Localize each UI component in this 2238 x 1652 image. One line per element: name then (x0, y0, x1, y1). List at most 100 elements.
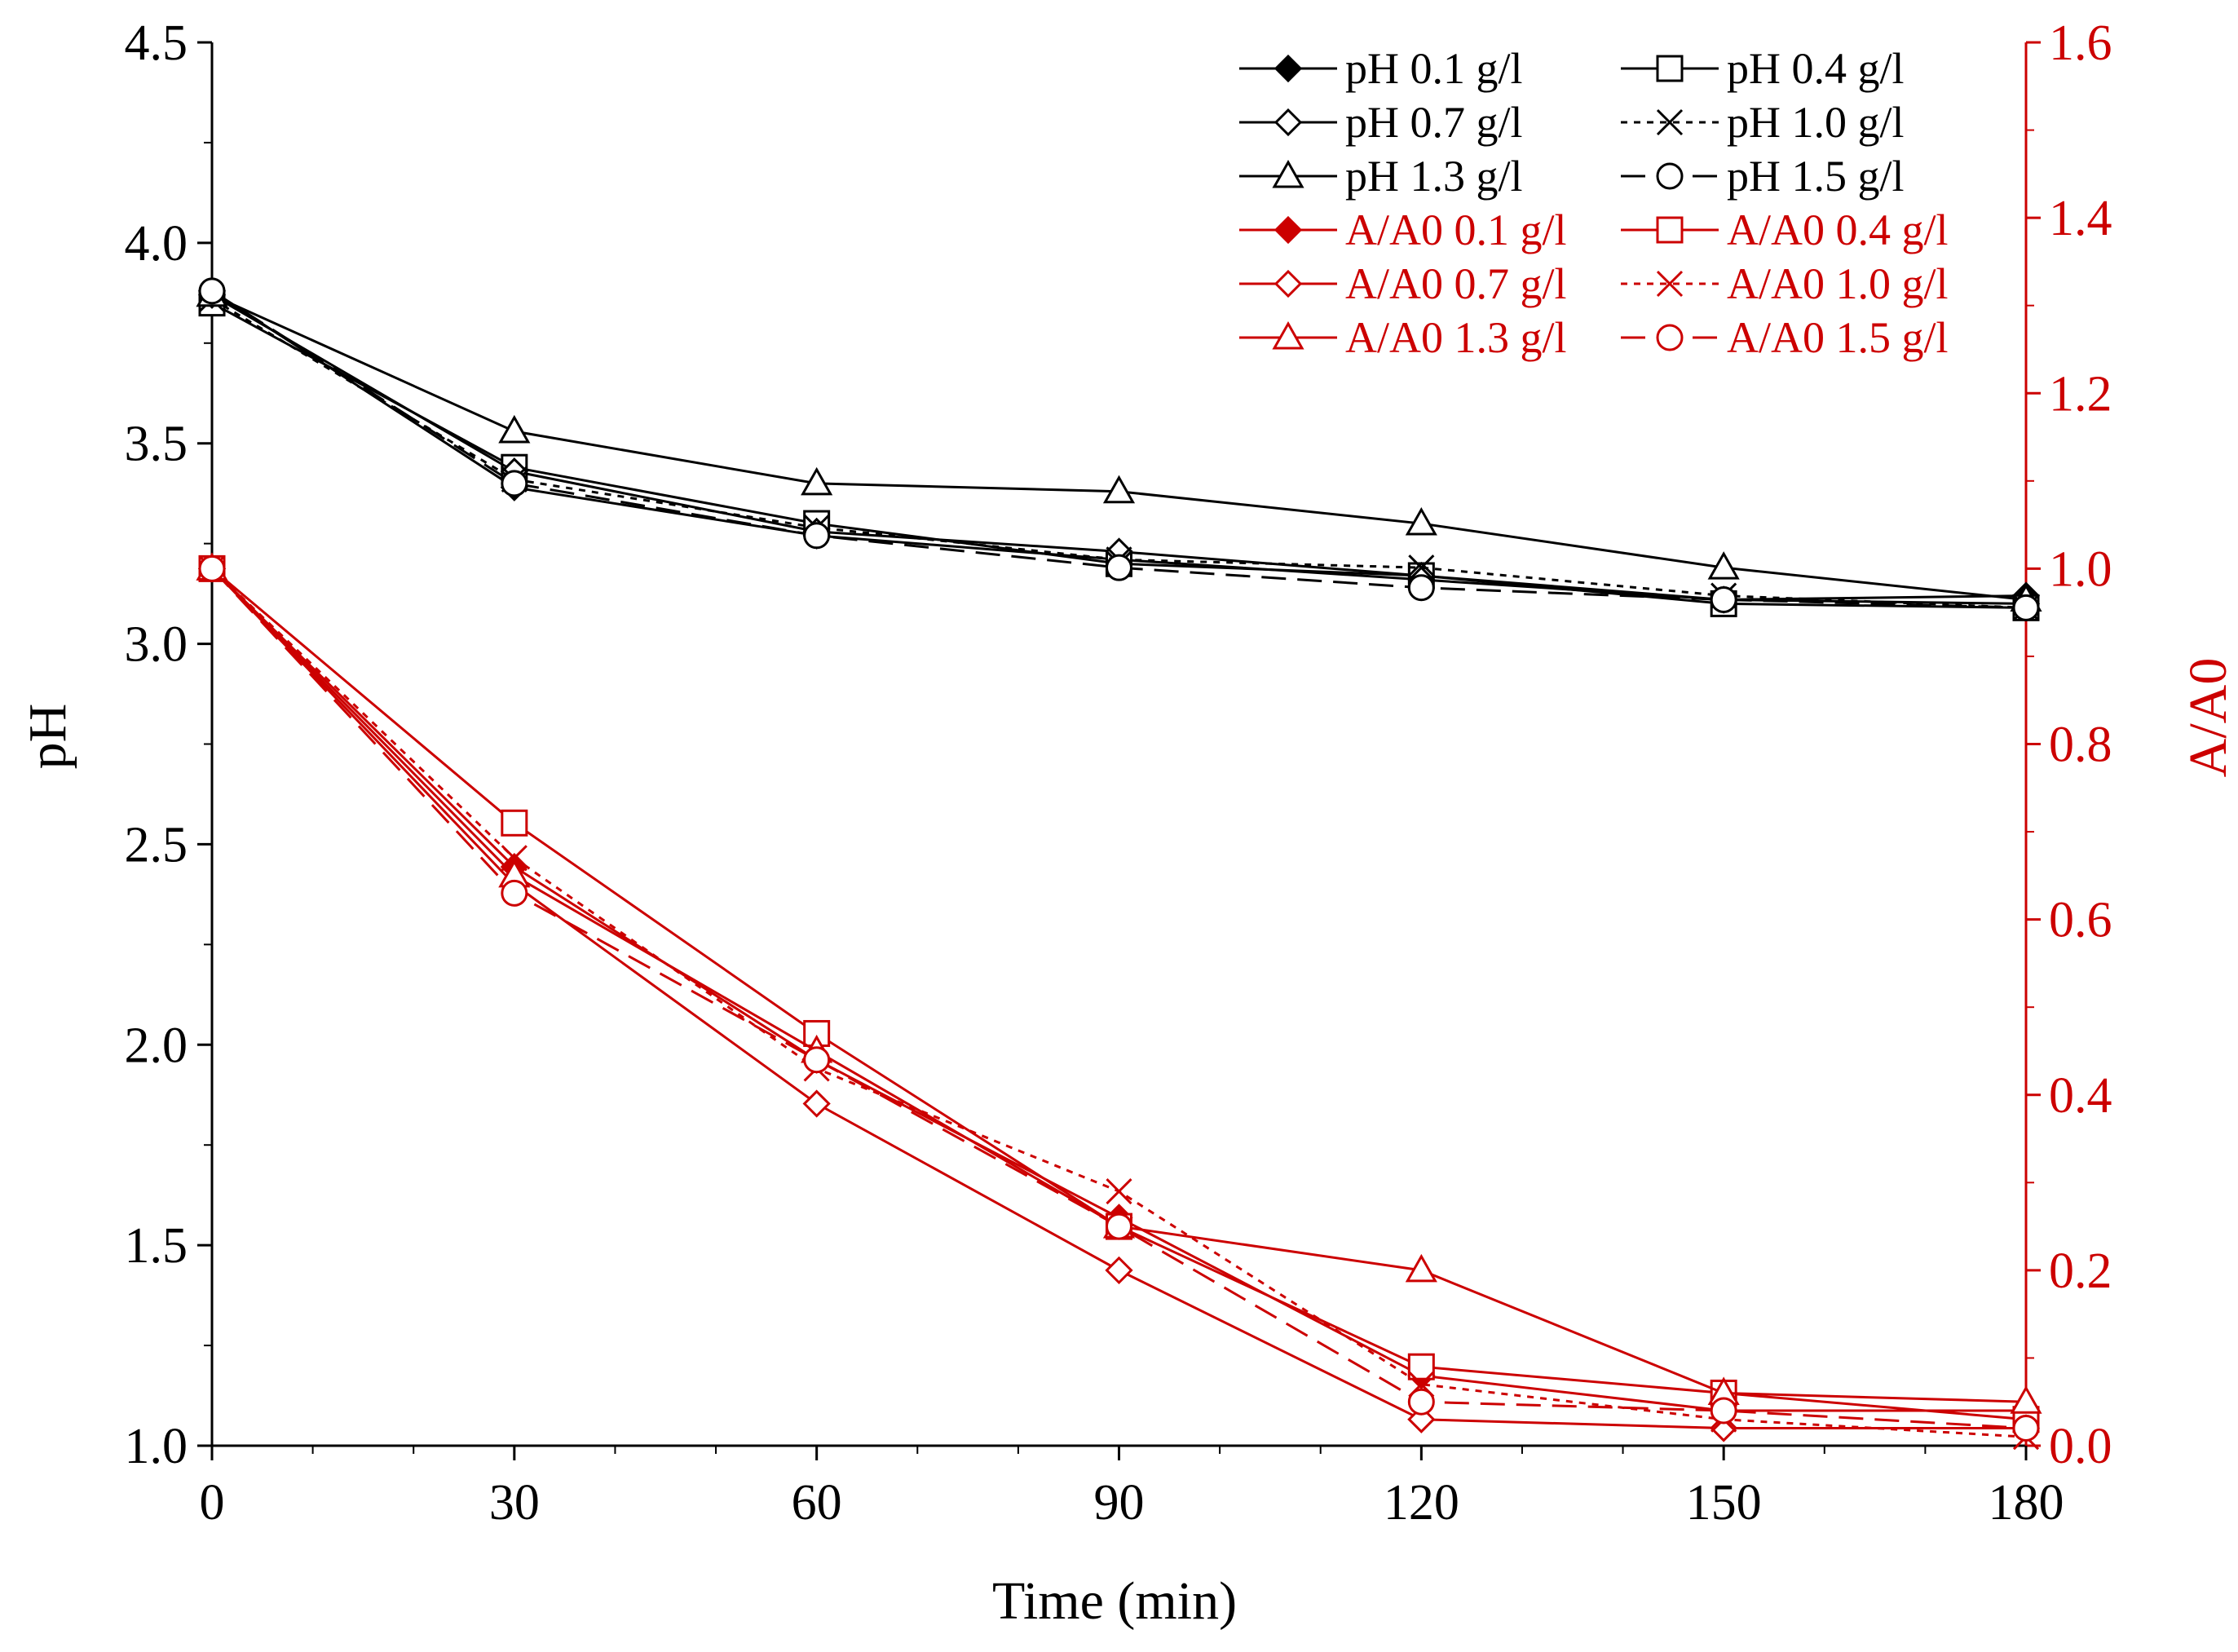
x-tick-label: 0 (200, 1475, 225, 1531)
data-point (1405, 1253, 1437, 1283)
y-tick-label: 2.5 (125, 817, 188, 872)
y2-tick-label: 0.2 (2049, 1243, 2112, 1299)
data-point (1405, 507, 1437, 536)
series-a-a0-1-5-g-l (198, 554, 2040, 1442)
legend-marker (1273, 215, 1303, 245)
series-line (210, 568, 2026, 1412)
y2-axis-label: A/A0 (2178, 658, 2238, 778)
data-point (1102, 475, 1136, 504)
legend-label: A/A0 1.0 g/l (1727, 259, 1949, 308)
y-tick-label: 1.5 (125, 1218, 188, 1274)
legend-label: A/A0 0.7 g/l (1345, 259, 1567, 308)
series-line (210, 568, 2027, 1429)
legend-item: pH 0.4 g/l (1621, 44, 1905, 93)
legend-marker (1656, 108, 1684, 136)
legend-item: A/A0 0.1 g/l (1239, 205, 1567, 254)
legend-label: A/A0 0.4 g/l (1727, 205, 1949, 254)
legend-item: A/A0 0.7 g/l (1239, 259, 1567, 308)
y-tick-label: 4.5 (125, 15, 188, 71)
legend-marker (1656, 162, 1684, 190)
series-a-a0-0-7-g-l (197, 554, 2041, 1442)
data-point (501, 809, 528, 837)
data-point (1407, 574, 1435, 602)
y2-tick-label: 0.4 (2049, 1068, 2112, 1124)
legend-label: pH 0.4 g/l (1727, 44, 1905, 93)
legend-label: A/A0 1.5 g/l (1727, 313, 1949, 362)
legend-label: A/A0 0.1 g/l (1345, 205, 1567, 254)
data-point (498, 414, 531, 444)
legend-marker (1273, 108, 1303, 137)
data-point (1407, 1388, 1435, 1416)
legend-marker (1656, 216, 1684, 244)
legend: pH 0.1 g/l pH 0.4 g/l pH 0.7 g/l pH 1.0 g/l… (1239, 44, 1949, 362)
series-line (210, 568, 2026, 1429)
legend-marker (1656, 270, 1684, 298)
axes-layer: 1.0 1.5 2.0 2.5 3.0 3.5 4.0 4.5 0.0 0.2 0.4 0.6 0.8 1… (125, 15, 2112, 1531)
legend-item: pH 1.3 g/l (1239, 152, 1523, 201)
legend-label: pH 1.5 g/l (1727, 152, 1905, 201)
legend-marker (1273, 269, 1303, 298)
data-point (1710, 585, 1737, 613)
y-tick-label: 3.0 (125, 617, 188, 673)
data-point (1707, 551, 1740, 580)
legend-label: pH 1.0 g/l (1727, 98, 1905, 147)
y2-tick-label: 1.4 (2049, 191, 2112, 246)
legend-item: pH 0.1 g/l (1239, 44, 1523, 93)
y-tick-label: 3.5 (125, 417, 188, 472)
data-point (501, 470, 528, 497)
series-ph-1-5-g-l (198, 277, 2040, 621)
data-point (1710, 1397, 1737, 1425)
data-point (1106, 554, 1132, 581)
data-point (2010, 1385, 2042, 1414)
legend-item: pH 1.0 g/l (1621, 98, 1905, 147)
data-point (1105, 1256, 1133, 1284)
series-a-a0-0-1-g-l (197, 554, 2041, 1425)
data-point (2012, 1414, 2040, 1442)
data-point (1106, 1178, 1132, 1205)
y-tick-label: 4.0 (125, 216, 188, 272)
legend-label: pH 0.7 g/l (1345, 98, 1523, 147)
y2-tick-label: 0.8 (2049, 718, 2112, 773)
legend-label: pH 1.3 g/l (1345, 152, 1523, 201)
legend-item: pH 1.5 g/l (1621, 152, 1905, 201)
y2-tick-label: 0.6 (2049, 893, 2112, 948)
y2-tick-label: 0.0 (2049, 1419, 2112, 1474)
x-tick-label: 30 (489, 1475, 540, 1531)
legend-marker (1273, 54, 1303, 83)
data-point (803, 522, 831, 550)
series-a-a0-0-4-g-l (198, 554, 2040, 1433)
series-line (210, 568, 2027, 1438)
data-point (198, 554, 226, 582)
y2-tick-label: 1.2 (2049, 366, 2112, 422)
legend-item: A/A0 1.3 g/l (1239, 313, 1567, 362)
y-tick-label: 2.0 (125, 1018, 188, 1073)
legend-item: A/A0 1.0 g/l (1621, 259, 1949, 308)
series-layer (196, 276, 2042, 1451)
y-axis-label: pH (18, 704, 77, 770)
legend-item: pH 0.7 g/l (1239, 98, 1523, 147)
legend-marker (1656, 55, 1684, 82)
legend-marker (1272, 159, 1304, 188)
y-tick-label: 1.0 (125, 1419, 188, 1474)
x-tick-label: 120 (1384, 1475, 1459, 1531)
data-point (803, 1046, 831, 1074)
y2-tick-label: 1.6 (2049, 15, 2112, 71)
x-tick-label: 60 (792, 1475, 842, 1531)
legend-label: A/A0 1.3 g/l (1345, 313, 1567, 362)
data-point (2012, 594, 2040, 621)
legend-marker (1272, 320, 1304, 350)
data-point (801, 466, 833, 496)
y2-tick-label: 1.0 (2049, 541, 2112, 597)
x-axis-label: Time (min) (992, 1571, 1237, 1631)
legend-marker (1656, 324, 1684, 351)
series-a-a0-1-0-g-l (198, 555, 2040, 1451)
legend-item: A/A0 1.5 g/l (1621, 313, 1949, 362)
data-point (198, 277, 226, 305)
legend-item: A/A0 0.4 g/l (1621, 205, 1949, 254)
x-tick-label: 150 (1686, 1475, 1762, 1531)
data-point (802, 1089, 831, 1118)
x-tick-label: 90 (1094, 1475, 1145, 1531)
x-tick-label: 180 (1989, 1475, 2064, 1531)
data-point (1106, 1212, 1132, 1240)
